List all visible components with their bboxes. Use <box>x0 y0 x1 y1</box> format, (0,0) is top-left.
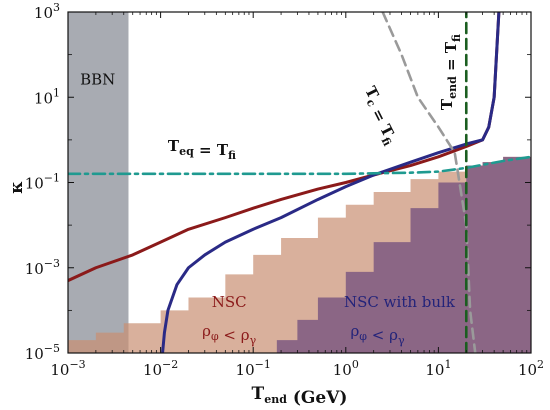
x-tick-label: 100 <box>333 358 359 379</box>
x-tick-label: 10−1 <box>236 358 271 379</box>
nsc-bulk-condition-label: ρφ < ργ <box>350 322 405 347</box>
nsc-condition-label: ρφ < ργ <box>202 322 257 347</box>
x-tick-label: 101 <box>425 358 451 379</box>
tc-label: Tc = Tfi <box>355 83 405 148</box>
y-axis-label: κ <box>7 181 27 194</box>
tend-label: Tend = Tfi <box>438 34 463 110</box>
series-t-eq-t-fi <box>68 155 531 176</box>
series-layer <box>68 12 531 353</box>
teq-label: Teq = Tfi <box>168 137 236 162</box>
y-tick-label: 103 <box>34 1 60 22</box>
region-bbn <box>68 12 129 353</box>
y-tick-label: 10−1 <box>25 172 60 193</box>
series-nsc-with-bulk-boundary <box>161 12 501 353</box>
x-tick-label: 10−2 <box>143 358 178 379</box>
y-tick-label: 10−3 <box>25 257 60 278</box>
series-t-c-t-fi <box>381 12 477 353</box>
x-tick-label: 10−3 <box>50 358 85 379</box>
labels-layer: Tend (GeV) κ BBN NSC ρφ < ργ NSC with bulk ρφ … <box>7 34 463 408</box>
nsc-label: NSC <box>212 293 247 311</box>
x-axis-label: Tend (GeV) <box>252 384 348 408</box>
nsc-bulk-label: NSC with bulk <box>344 293 456 311</box>
y-tick-label: 101 <box>34 86 60 107</box>
bbn-label: BBN <box>80 70 115 88</box>
regions-layer <box>68 12 531 353</box>
x-tick-label: 102 <box>518 358 544 379</box>
y-tick-label: 10−5 <box>25 342 60 363</box>
